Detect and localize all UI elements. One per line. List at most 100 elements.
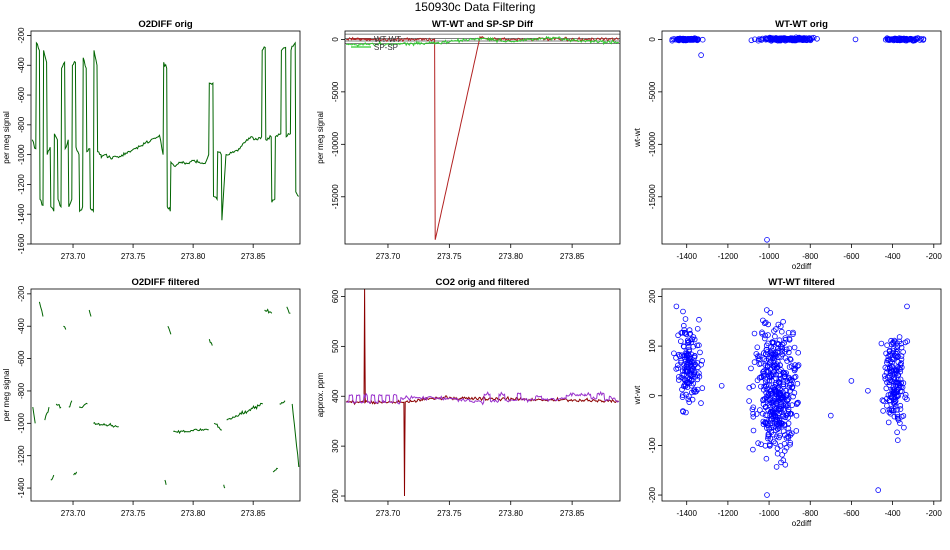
data-point (784, 358, 790, 364)
data-point (789, 384, 796, 390)
data-point (763, 383, 769, 389)
data-point (787, 388, 793, 394)
data-point (674, 36, 681, 42)
data-point (763, 396, 770, 403)
data-point (785, 396, 792, 402)
y-tick-label: 400 (331, 389, 340, 403)
plot-area (671, 303, 911, 498)
series-line-8 (79, 402, 88, 409)
plot-frame (30, 288, 301, 502)
data-point (792, 373, 799, 380)
outlier-point (852, 36, 859, 43)
data-point (884, 359, 890, 366)
data-point (891, 35, 898, 42)
x-tick-label: -1200 (718, 509, 739, 518)
y-tick-label: -15000 (648, 184, 657, 209)
y-tick-label: -200 (17, 285, 26, 302)
data-point (886, 406, 893, 413)
y-tick-label: 300 (331, 439, 340, 453)
outlier-point (848, 378, 855, 384)
data-point (762, 412, 769, 418)
y-tick-label: -1200 (17, 174, 26, 195)
data-point (683, 331, 690, 338)
y-axis-label: wt-wt (633, 127, 642, 147)
data-point (883, 385, 890, 392)
series-line-0 (31, 41, 300, 221)
data-point (898, 360, 904, 366)
data-point (698, 400, 704, 406)
series-line-16 (223, 484, 226, 489)
data-point (753, 411, 760, 417)
data-point (900, 349, 906, 355)
data-point (682, 316, 689, 322)
x-tick-label: 273.75 (437, 509, 462, 518)
data-point (894, 429, 900, 436)
data-point (765, 390, 772, 397)
data-point (676, 351, 682, 358)
data-point (897, 406, 904, 412)
data-point (685, 339, 692, 346)
series-line-spsp (345, 35, 619, 48)
data-point (894, 406, 900, 413)
series-line-14 (208, 339, 213, 346)
data-point (781, 340, 787, 346)
data-point (769, 339, 776, 345)
data-point (907, 35, 913, 42)
data-point (778, 459, 784, 466)
data-point (751, 36, 758, 43)
data-point (760, 397, 766, 404)
y-tick-label: -200 (648, 486, 657, 503)
data-point (779, 345, 785, 352)
x-tick-label: 273.85 (560, 509, 585, 518)
data-point (894, 413, 901, 420)
y-tick-label: 0 (331, 37, 340, 42)
data-point (756, 356, 763, 363)
data-point (776, 434, 782, 441)
data-point (761, 320, 768, 327)
data-point (785, 420, 792, 427)
data-point (688, 35, 695, 42)
data-point (885, 419, 892, 426)
data-point (683, 350, 689, 357)
x-tick-label: 273.70 (61, 252, 86, 261)
data-point (691, 388, 697, 394)
panel-title: O2DIFF filtered (131, 277, 199, 288)
y-axis-label: per meg signal (2, 111, 11, 164)
data-point (885, 37, 892, 43)
y-tick-label: -800 (17, 382, 26, 399)
data-point (761, 335, 768, 342)
outlier-point (827, 412, 834, 419)
data-point (887, 368, 894, 375)
data-point (681, 352, 688, 359)
data-point (792, 362, 798, 368)
series-line-9 (88, 309, 92, 317)
x-tick-label: -600 (843, 509, 860, 518)
x-tick-label: 273.85 (241, 509, 266, 518)
data-point (772, 387, 779, 394)
data-point (901, 36, 907, 42)
x-tick-label: -800 (802, 509, 819, 518)
data-point (771, 398, 777, 405)
series-line-orig (345, 289, 619, 497)
x-axis-label: o2diff (792, 262, 812, 271)
data-point (679, 392, 686, 398)
data-point (780, 381, 787, 388)
data-point (775, 321, 782, 328)
data-point (783, 435, 790, 441)
data-point (696, 342, 702, 349)
data-point (765, 363, 771, 370)
data-point (788, 363, 795, 369)
data-point (897, 402, 904, 409)
data-point (890, 340, 896, 347)
data-point (784, 378, 790, 385)
y-axis-label: per meg signal (2, 369, 11, 422)
series-line-11 (164, 479, 167, 485)
data-point (770, 402, 776, 409)
y-axis-label: wt-wt (633, 385, 642, 405)
data-point (677, 338, 684, 345)
data-point (889, 363, 895, 369)
data-point (686, 399, 692, 405)
data-point (889, 386, 895, 393)
x-tick-label: -400 (885, 252, 902, 261)
data-point (696, 370, 702, 377)
